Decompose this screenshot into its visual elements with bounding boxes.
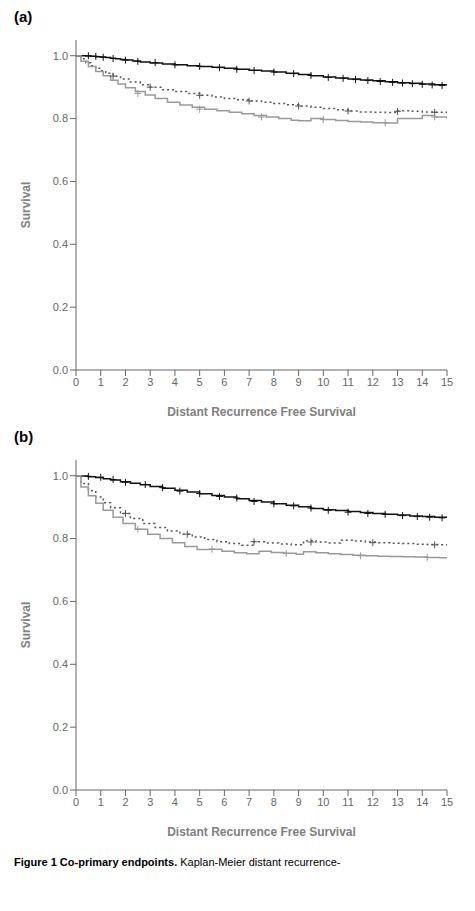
svg-text:10: 10	[317, 796, 329, 808]
html-text:Figure 1 Co-primary endpoints.: Figure 1 Co-primary endpoints. Kaplan-Me…	[14, 856, 341, 868]
svg-text:2: 2	[122, 376, 128, 388]
svg-text:0.6: 0.6	[53, 595, 68, 607]
svg-text:0: 0	[73, 376, 79, 388]
svg-text:3: 3	[147, 376, 153, 388]
svg-text:Survival: Survival	[19, 602, 33, 649]
svg-text:0.0: 0.0	[53, 364, 68, 376]
svg-text:9: 9	[296, 376, 302, 388]
svg-text:0.2: 0.2	[53, 721, 68, 733]
svg-text:1: 1	[98, 376, 104, 388]
svg-text:11: 11	[342, 376, 353, 388]
svg-text:5: 5	[197, 376, 203, 388]
svg-text:9: 9	[296, 796, 302, 808]
svg-text:1.0: 1.0	[53, 50, 68, 62]
svg-text:14: 14	[416, 376, 428, 388]
svg-text:15: 15	[441, 376, 453, 388]
svg-text:4: 4	[172, 376, 178, 388]
svg-text:14: 14	[416, 796, 428, 808]
svg-text:0.8: 0.8	[53, 112, 68, 124]
svg-text:13: 13	[391, 796, 403, 808]
svg-text:0.4: 0.4	[53, 658, 68, 670]
svg-text:6: 6	[221, 796, 227, 808]
html-text:(a): (a)	[14, 8, 33, 25]
svg-text:12: 12	[367, 376, 379, 388]
svg-text:1: 1	[98, 796, 104, 808]
svg-text:10: 10	[317, 376, 329, 388]
svg-text:5: 5	[197, 796, 203, 808]
svg-text:0.8: 0.8	[53, 532, 68, 544]
svg-text:11: 11	[342, 796, 353, 808]
svg-text:12: 12	[367, 796, 379, 808]
svg-text:13: 13	[391, 376, 403, 388]
svg-text:6: 6	[221, 376, 227, 388]
svg-text:15: 15	[441, 796, 453, 808]
svg-text:7: 7	[246, 376, 252, 388]
svg-text:Distant Recurrence Free Surviv: Distant Recurrence Free Survival	[167, 405, 356, 419]
svg-text:3: 3	[147, 796, 153, 808]
svg-text:Distant Recurrence Free Surviv: Distant Recurrence Free Survival	[167, 825, 356, 839]
svg-text:0.4: 0.4	[53, 238, 68, 250]
svg-text:4: 4	[172, 796, 178, 808]
svg-text:0: 0	[73, 796, 79, 808]
svg-text:1.0: 1.0	[53, 470, 68, 482]
svg-text:7: 7	[246, 796, 252, 808]
html-text:(b): (b)	[14, 428, 34, 445]
svg-text:8: 8	[271, 376, 277, 388]
svg-text:Survival: Survival	[19, 182, 33, 229]
svg-text:8: 8	[271, 796, 277, 808]
svg-text:2: 2	[122, 796, 128, 808]
svg-text:0.2: 0.2	[53, 301, 68, 313]
svg-text:0.6: 0.6	[53, 175, 68, 187]
svg-text:0.0: 0.0	[53, 784, 68, 796]
